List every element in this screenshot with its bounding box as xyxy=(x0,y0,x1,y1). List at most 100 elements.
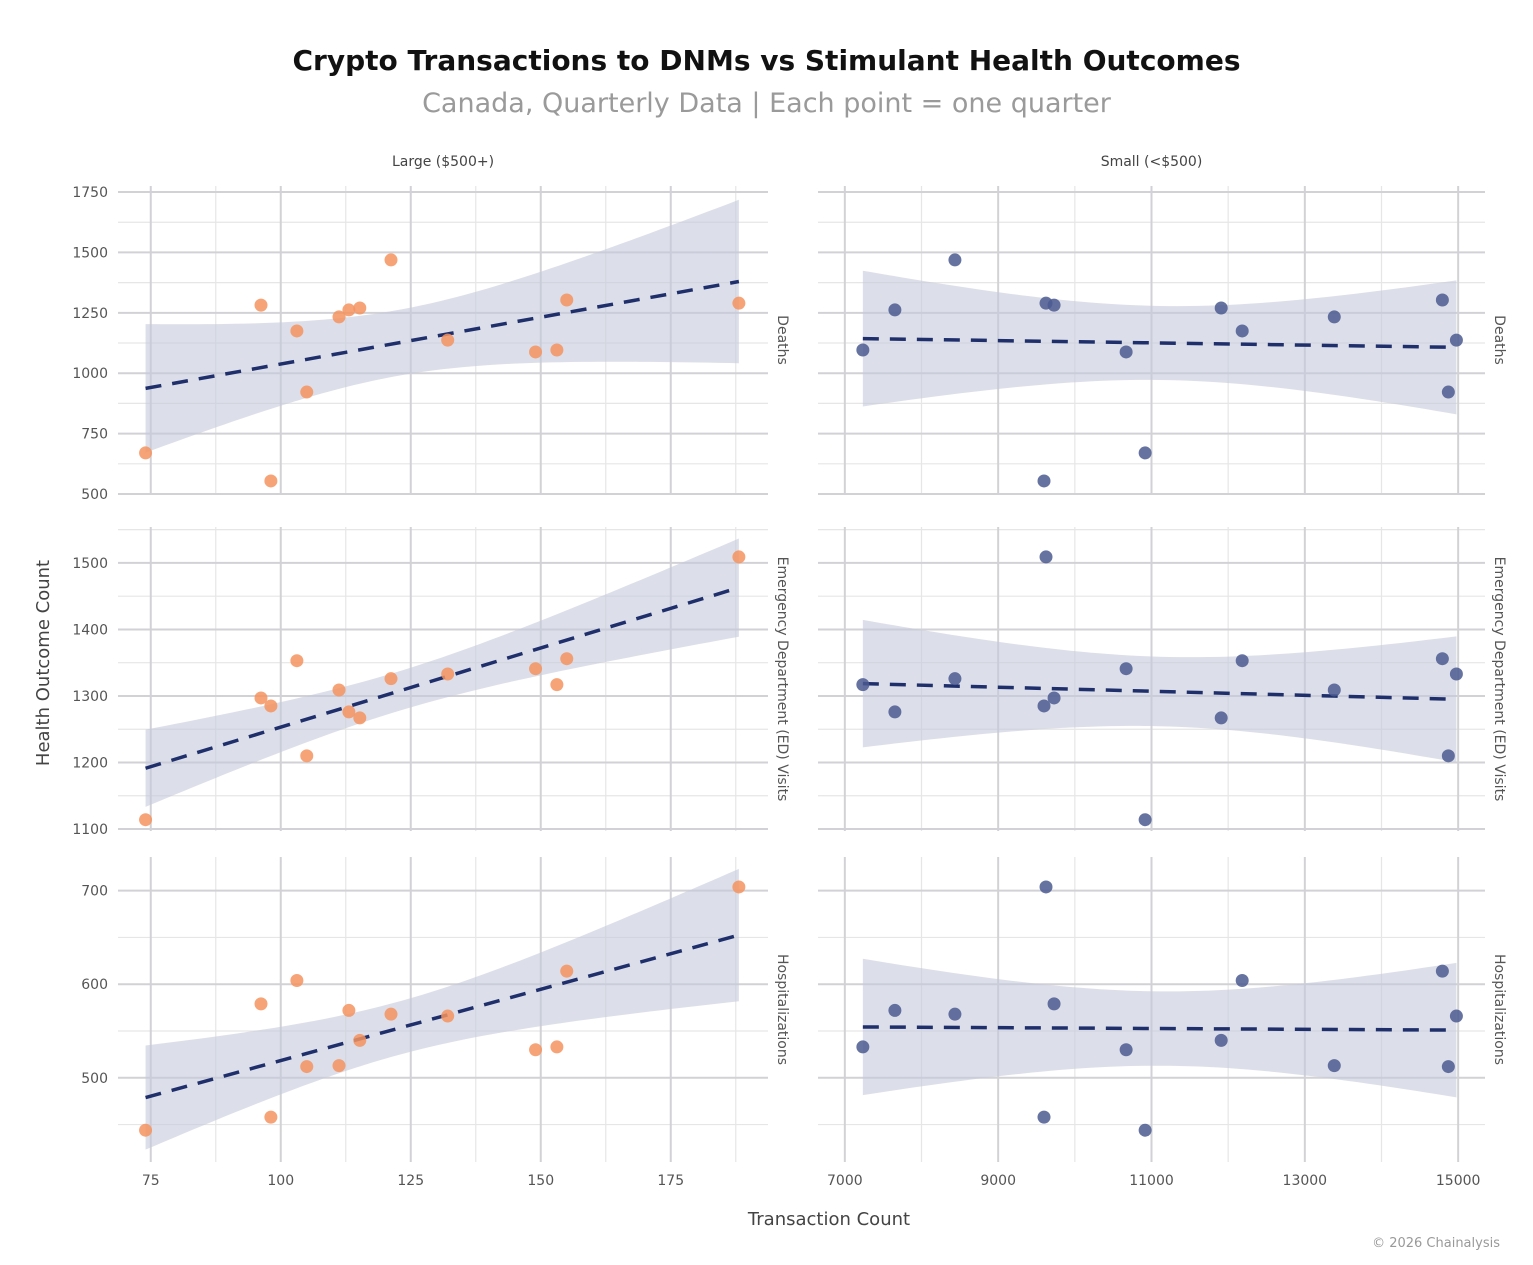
data-point xyxy=(290,324,304,338)
data-point xyxy=(550,1040,564,1054)
data-point xyxy=(1047,691,1061,705)
data-point xyxy=(1039,550,1053,564)
data-point xyxy=(1119,662,1133,676)
data-point xyxy=(1327,683,1341,697)
trend-line xyxy=(862,336,1457,350)
data-point xyxy=(732,296,746,310)
trend-line xyxy=(145,279,740,391)
data-point xyxy=(888,1003,902,1017)
chart-subtitle: Canada, Quarterly Data | Each point = on… xyxy=(422,88,1111,119)
data-point xyxy=(1235,654,1249,668)
data-point xyxy=(1119,345,1133,359)
chart-title: Crypto Transactions to DNMs vs Stimulant… xyxy=(292,44,1241,77)
y-tick-label: 600 xyxy=(81,977,108,993)
data-point xyxy=(1235,324,1249,338)
row-strip-label: Deaths xyxy=(1491,315,1507,365)
credit-text: © 2026 Chainalysis xyxy=(1372,1236,1500,1251)
data-point xyxy=(1327,310,1341,324)
data-point xyxy=(139,446,153,460)
data-point xyxy=(290,654,304,668)
y-tick-label: 1750 xyxy=(72,185,108,201)
data-point xyxy=(560,293,574,307)
confidence-band xyxy=(862,619,1457,763)
data-point xyxy=(1435,964,1449,978)
data-point xyxy=(1441,749,1455,763)
data-point xyxy=(1037,699,1051,713)
data-point xyxy=(300,1060,314,1074)
y-axis-label: Health Outcome Count xyxy=(33,560,54,766)
y-tick-label: 1500 xyxy=(72,556,108,572)
data-point xyxy=(332,683,346,697)
data-point xyxy=(1435,652,1449,666)
data-point xyxy=(529,1043,543,1057)
data-point xyxy=(1138,813,1152,827)
data-point xyxy=(1327,1059,1341,1073)
y-tick-label: 1300 xyxy=(72,689,108,705)
panel-small-1: Emergency Department (ED) Visits xyxy=(818,527,1507,831)
x-tick-label: 150 xyxy=(527,1173,554,1189)
data-point xyxy=(856,678,870,692)
x-tick-label: 13000 xyxy=(1283,1173,1328,1189)
data-point xyxy=(332,1059,346,1073)
x-tick-label: 175 xyxy=(657,1173,684,1189)
confidence-band xyxy=(862,958,1457,1098)
data-point xyxy=(560,964,574,978)
data-point xyxy=(264,699,278,713)
trend-line xyxy=(862,1025,1457,1032)
data-point xyxy=(1449,667,1463,681)
x-tick-label: 11000 xyxy=(1129,1173,1174,1189)
panel-small-0: Small (<$500) Deaths xyxy=(818,154,1507,495)
data-point xyxy=(353,711,367,725)
data-point xyxy=(342,1003,356,1017)
confidence-band xyxy=(145,199,739,453)
data-point xyxy=(264,474,278,488)
trend-line xyxy=(145,585,740,770)
x-axis-label: Transaction Count xyxy=(747,1209,910,1230)
data-point xyxy=(342,705,356,719)
column-strip-label: Large ($500+) xyxy=(392,154,494,170)
data-point xyxy=(342,303,356,317)
data-point xyxy=(384,672,398,686)
y-tick-label: 500 xyxy=(81,1071,108,1087)
data-point xyxy=(1441,385,1455,399)
data-point xyxy=(1138,1123,1152,1137)
data-point xyxy=(300,749,314,763)
data-point xyxy=(888,705,902,719)
y-tick-label: 1000 xyxy=(72,366,108,382)
data-point xyxy=(384,1007,398,1021)
data-point xyxy=(139,1123,153,1137)
data-point xyxy=(441,1009,455,1023)
data-point xyxy=(1039,880,1053,894)
trend-line xyxy=(862,681,1457,702)
panel-large-0: 500 750 1000 1250 1500 1750 Large ($500+) Death… xyxy=(72,154,790,503)
row-strip-label: Emergency Department (ED) Visits xyxy=(1491,557,1507,802)
x-tick-label: 7000 xyxy=(827,1173,863,1189)
data-point xyxy=(300,385,314,399)
data-point xyxy=(290,973,304,987)
data-point xyxy=(1214,1033,1228,1047)
data-point xyxy=(856,343,870,357)
y-tick-label: 1250 xyxy=(72,306,108,322)
confidence-band xyxy=(862,270,1457,415)
panel-large-1: 1100 1200 1300 1400 1500 Emergency Department… xyxy=(72,527,790,838)
column-strip-label: Small (<$500) xyxy=(1101,154,1203,170)
row-strip-label: Hospitalizations xyxy=(774,954,790,1065)
data-point xyxy=(948,253,962,267)
data-point xyxy=(1449,1009,1463,1023)
y-tick-label: 1200 xyxy=(72,755,108,771)
y-tick-label: 700 xyxy=(81,884,108,900)
data-point xyxy=(529,662,543,676)
data-point xyxy=(948,1007,962,1021)
data-point xyxy=(1047,997,1061,1011)
panel-large-2: 75 100 125 150 175 500 600 700 Hospitalizations xyxy=(81,857,790,1189)
data-point xyxy=(529,345,543,359)
data-point xyxy=(441,667,455,681)
data-point xyxy=(560,652,574,666)
data-point xyxy=(1138,446,1152,460)
data-point xyxy=(254,298,268,312)
x-tick-label: 9000 xyxy=(980,1173,1016,1189)
data-point xyxy=(353,301,367,315)
data-point xyxy=(1214,301,1228,315)
data-point xyxy=(732,550,746,564)
